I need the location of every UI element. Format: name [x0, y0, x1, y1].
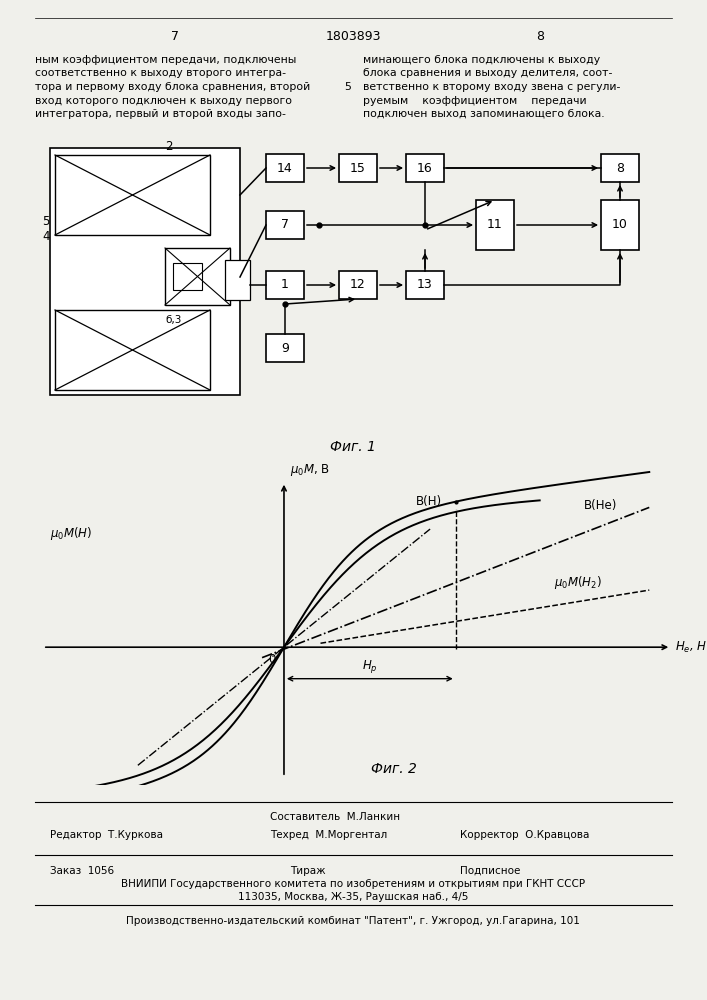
Bar	[406, 154, 444, 182]
Text: Фиг. 2: Фиг. 2	[370, 762, 416, 776]
Text: 7: 7	[281, 219, 289, 232]
Text: Подписное: Подписное	[460, 866, 520, 876]
Text: блока сравнения и выходу делителя, соот-: блока сравнения и выходу делителя, соот-	[363, 68, 612, 79]
Text: минающего блока подключены к выходу: минающего блока подключены к выходу	[363, 55, 600, 65]
Text: ным коэффициентом передачи, подключены: ным коэффициентом передачи, подключены	[35, 55, 296, 65]
Text: 4: 4	[42, 230, 49, 243]
Bar	[476, 200, 514, 250]
Text: $\mu_0M(H)$: $\mu_0M(H)$	[50, 525, 93, 542]
Text: Заказ  1056: Заказ 1056	[50, 866, 114, 876]
Text: $\mu_0M(H_2)$: $\mu_0M(H_2)$	[554, 574, 602, 591]
Text: ВНИИПИ Государственного комитета по изобретениям и открытиям при ГКНТ СССР: ВНИИПИ Государственного комитета по изоб…	[121, 879, 585, 889]
Text: 8: 8	[616, 161, 624, 174]
Text: 8: 8	[536, 30, 544, 43]
Text: 16: 16	[417, 161, 433, 174]
Text: $\mu_0M$, B: $\mu_0M$, B	[290, 462, 330, 478]
Text: 11: 11	[487, 219, 503, 232]
Text: 9: 9	[281, 342, 289, 355]
Text: Производственно-издательский комбинат "Патент", г. Ужгород, ул.Гагарина, 101: Производственно-издательский комбинат "П…	[126, 916, 580, 926]
Text: 10: 10	[612, 219, 628, 232]
Text: B(He): B(He)	[583, 499, 617, 512]
Bar	[173, 263, 202, 290]
Text: тора и первому входу блока сравнения, второй: тора и первому входу блока сравнения, вт…	[35, 82, 310, 92]
Bar	[225, 260, 250, 300]
Text: 5: 5	[42, 215, 49, 228]
Text: руемым    коэффициентом    передачи: руемым коэффициентом передачи	[363, 96, 587, 105]
Bar	[406, 271, 444, 299]
Text: 13: 13	[417, 278, 433, 292]
Bar	[339, 271, 377, 299]
Text: $H_р$: $H_р$	[362, 658, 378, 675]
Text: 1803893: 1803893	[325, 30, 381, 43]
Bar	[339, 154, 377, 182]
Text: ветственно к второму входу звена с регули-: ветственно к второму входу звена с регул…	[363, 82, 620, 92]
Bar	[55, 155, 210, 235]
Bar	[165, 248, 230, 305]
Bar	[601, 200, 639, 250]
Bar	[266, 211, 304, 239]
Bar	[266, 334, 304, 362]
Text: $H_e$, H: $H_e$, H	[674, 640, 707, 655]
Text: 113035, Москва, Ж-35, Раушская наб., 4/5: 113035, Москва, Ж-35, Раушская наб., 4/5	[238, 892, 468, 902]
Text: соответственно к выходу второго интегра-: соответственно к выходу второго интегра-	[35, 68, 286, 79]
Text: интегратора, первый и второй входы запо-: интегратора, первый и второй входы запо-	[35, 109, 286, 119]
Text: B(H): B(H)	[416, 495, 442, 508]
Text: 14: 14	[277, 161, 293, 174]
Text: Фиг. 1: Фиг. 1	[330, 440, 376, 454]
Text: 5: 5	[344, 82, 351, 92]
Text: 15: 15	[350, 161, 366, 174]
Text: вход которого подключен к выходу первого: вход которого подключен к выходу первого	[35, 96, 292, 105]
Text: б,3: б,3	[165, 315, 182, 325]
Bar	[55, 310, 210, 390]
Text: 1: 1	[281, 278, 289, 292]
Text: Техред  М.Моргентал: Техред М.Моргентал	[270, 830, 387, 840]
Bar	[50, 148, 240, 395]
Text: 12: 12	[350, 278, 366, 292]
Text: Тираж: Тираж	[290, 866, 326, 876]
Text: Составитель  М.Ланкин: Составитель М.Ланкин	[270, 812, 400, 822]
Bar	[266, 154, 304, 182]
Text: Редактор  Т.Куркова: Редактор Т.Куркова	[50, 830, 163, 840]
Text: 2: 2	[165, 140, 173, 153]
Text: подключен выход запоминающего блока.: подключен выход запоминающего блока.	[363, 109, 604, 119]
Bar	[601, 154, 639, 182]
Text: 7: 7	[171, 30, 179, 43]
Text: 0: 0	[268, 653, 275, 666]
Text: Корректор  О.Кравцова: Корректор О.Кравцова	[460, 830, 590, 840]
Bar	[266, 271, 304, 299]
